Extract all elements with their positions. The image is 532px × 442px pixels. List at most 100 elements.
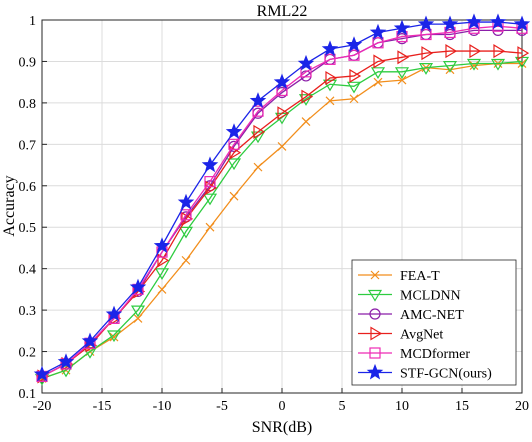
data-point [201,156,219,173]
legend-label: AvgNet [400,328,443,343]
data-point [393,19,411,36]
data-point [493,44,506,59]
legend-label: FEA-T [400,269,440,284]
data-point [57,353,75,369]
legend-marker [370,326,383,341]
x-axis-label: SNR(dB) [252,419,312,436]
data-point [33,365,51,382]
x-tick-label: 0 [279,399,286,414]
data-point [418,63,434,75]
data-point [322,79,338,92]
legend-item: FEA-T [358,269,440,284]
x-axis-ticks: -20 -15 -10 -5 0 5 10 15 20 [33,388,529,414]
data-point [205,222,215,232]
legend-item: AvgNet [358,326,443,343]
data-point [301,117,311,126]
legend-box [351,259,517,386]
x-tick-label: 20 [515,399,529,414]
legend-item: STF-GCN(ours) [358,363,492,382]
legend-marker [370,270,380,280]
y-tick-label: 0.2 [19,346,37,361]
data-point [106,330,122,343]
data-point [445,44,458,59]
x-tick-label: 10 [395,399,409,414]
legend-marker [369,308,381,320]
data-point [204,176,216,188]
data-point [273,73,291,90]
data-point [420,28,432,41]
data-point [301,89,314,104]
data-point [349,94,359,104]
legend: FEA-T MCLDNN AMC-NET AvgNet MCDformer STF-GCN… [351,259,517,386]
data-point [345,36,363,52]
x-tick-label: -20 [33,399,52,414]
y-tick-label: 0.9 [19,55,37,70]
legend-label: MCDformer [400,347,470,362]
data-point [348,49,360,61]
data-point [373,54,386,69]
data-point [252,105,264,117]
data-point [372,37,384,49]
y-tick-label: 0.8 [19,97,37,112]
data-point [133,313,143,323]
data-point [277,141,287,151]
data-point [157,284,167,294]
data-point [517,59,527,68]
data-point [513,15,531,32]
data-point [325,96,335,106]
data-point [129,278,147,295]
data-point [466,58,482,71]
y-tick-label: 0.1 [19,387,37,402]
y-axis-ticks: 0.1 0.2 0.3 0.4 0.5 0.6 0.7 0.8 0.9 1 [19,14,47,402]
data-point [346,81,362,94]
data-point [153,237,171,253]
y-tick-label: 0.6 [19,180,37,195]
data-point [421,46,434,61]
data-point [130,305,146,318]
data-point [369,23,387,40]
legend-item: AMC-NET [358,308,464,323]
data-point [325,70,338,86]
data-point [82,346,98,359]
y-tick-label: 0.4 [19,263,37,278]
data-point [373,77,383,87]
x-tick-label: -10 [153,399,172,414]
legend-label: STF-GCN(ours) [400,367,492,382]
y-tick-label: 0.5 [19,221,37,236]
series-line [41,25,523,377]
data-point [277,106,290,121]
data-point [109,332,119,342]
data-point [202,193,218,206]
y-tick-label: 0.3 [19,304,37,319]
data-point [297,54,315,71]
legend-label: AMC-NET [400,308,464,323]
data-point [349,68,362,84]
data-point [394,67,410,79]
data-point [469,44,482,59]
x-tick-label: 5 [339,399,346,414]
legend-marker [366,363,384,380]
data-point [490,58,506,71]
data-point [181,255,191,265]
data-point [228,138,240,150]
data-point [180,209,192,221]
data-point [253,162,263,172]
x-tick-label: -5 [216,399,228,414]
x-tick-label: 15 [455,399,469,414]
data-point [58,365,74,378]
legend-item: MCDformer [358,347,470,362]
data-point [489,13,507,30]
data-point [249,92,267,108]
data-point [81,332,99,349]
y-axis-label: Accuracy [1,175,18,236]
data-point [154,268,170,280]
legend-label: MCLDNN [400,289,461,304]
data-point [465,13,483,30]
data-point [226,158,242,171]
data-point [442,60,458,73]
x-tick-label: -15 [93,399,112,414]
data-point [229,191,239,201]
series-stf-gcn-ours [33,13,531,382]
chart-title: RML22 [257,3,308,20]
